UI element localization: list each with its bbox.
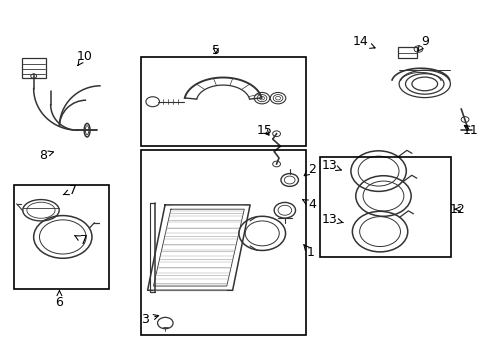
Text: 10: 10 bbox=[77, 50, 93, 66]
Bar bbox=[320, 157, 451, 257]
Bar bbox=[22, 58, 46, 78]
Bar bbox=[14, 185, 109, 288]
Text: 4: 4 bbox=[303, 198, 316, 211]
Text: 9: 9 bbox=[418, 35, 429, 51]
Text: 7: 7 bbox=[63, 184, 76, 197]
Text: 13: 13 bbox=[322, 213, 343, 226]
Bar bbox=[141, 150, 306, 335]
Text: 11: 11 bbox=[463, 124, 479, 137]
Text: 3: 3 bbox=[142, 313, 159, 326]
Text: 2: 2 bbox=[304, 163, 316, 176]
Text: 15: 15 bbox=[256, 124, 272, 137]
Bar bbox=[398, 47, 417, 58]
Text: 12: 12 bbox=[450, 203, 465, 216]
Text: 14: 14 bbox=[353, 35, 375, 49]
Text: 6: 6 bbox=[55, 291, 63, 309]
Text: 13: 13 bbox=[322, 159, 341, 172]
Bar bbox=[141, 57, 306, 146]
Text: 8: 8 bbox=[39, 149, 53, 162]
Text: 1: 1 bbox=[304, 244, 315, 260]
Text: 5: 5 bbox=[212, 44, 220, 57]
Text: 7: 7 bbox=[74, 234, 88, 247]
